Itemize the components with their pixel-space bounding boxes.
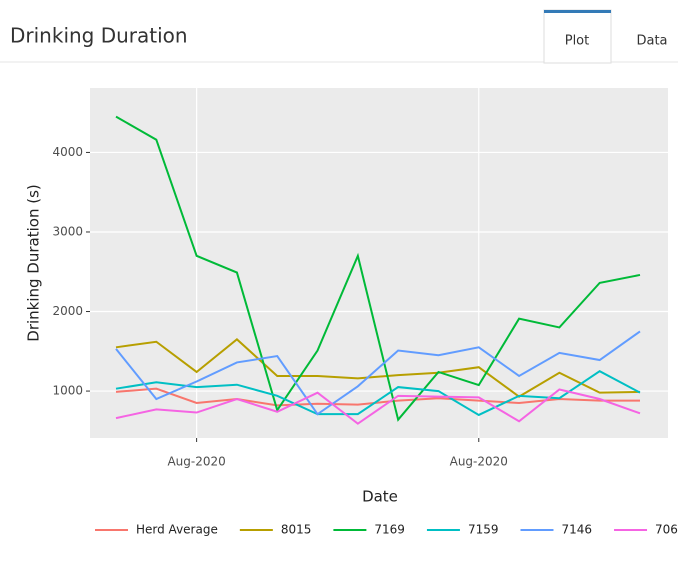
legend-label: 7065 (655, 523, 678, 537)
x-tick-label: Aug-2020 (450, 455, 508, 469)
legend-label: 7169 (374, 523, 405, 537)
legend-label: 8015 (281, 523, 312, 537)
series-line (115, 370, 641, 417)
x-axis-label: Date (362, 488, 398, 506)
series-line (115, 115, 641, 422)
series-line (115, 387, 640, 407)
y-tick-label: 4000 (52, 145, 83, 159)
legend-label: 7159 (468, 523, 499, 537)
y-tick-label: 2000 (52, 304, 83, 318)
tab-indicator (544, 10, 611, 13)
legend-label: Herd Average (136, 523, 218, 537)
series-line (115, 388, 641, 425)
tab-active[interactable] (543, 9, 612, 64)
y-tick-label: 1000 (52, 384, 83, 398)
y-axis-label: Drinking Duration (s) (25, 184, 43, 341)
panel-title: Drinking Duration (10, 24, 188, 48)
y-tick-label: 3000 (52, 224, 83, 238)
tab[interactable]: Data (636, 34, 667, 49)
series-line (115, 338, 641, 398)
series-line (115, 330, 641, 416)
legend-label: 7146 (561, 523, 592, 537)
tab[interactable]: Plot (565, 34, 590, 49)
x-tick-label: Aug-2020 (167, 455, 225, 469)
